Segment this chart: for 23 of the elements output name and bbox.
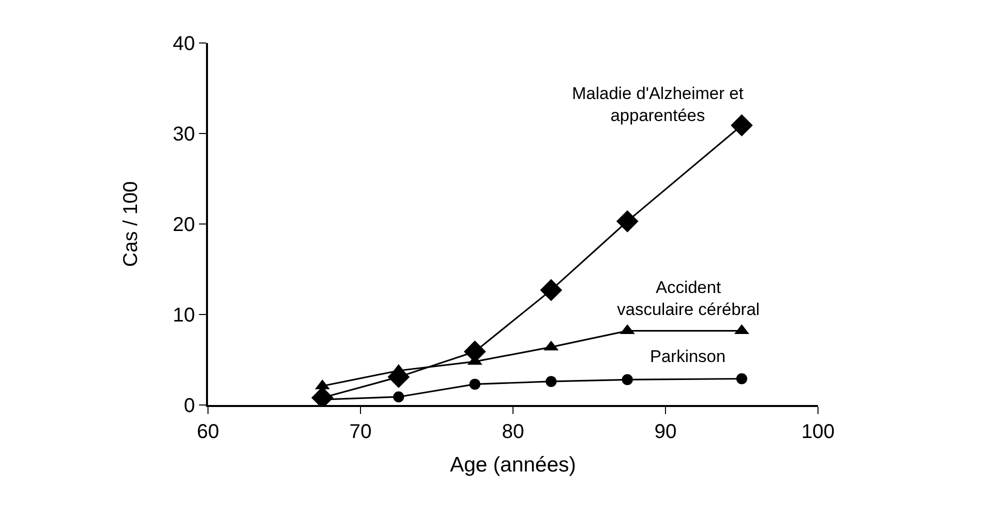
point: [546, 376, 557, 387]
series-label: Accident vasculaire cérébral: [617, 278, 760, 320]
y-tick-label: 10: [172, 304, 195, 326]
point: [393, 391, 404, 402]
y-tick-label: 20: [172, 214, 195, 236]
y-tick-label: 40: [172, 33, 195, 55]
x-tick-label: 90: [654, 421, 677, 443]
point: [469, 378, 480, 390]
y-tick-label: 30: [172, 124, 195, 146]
y-axis-title: Cas / 100: [120, 181, 142, 267]
x-tick-label: 100: [801, 421, 835, 443]
x-tick-label: 70: [349, 421, 372, 443]
series-label: Maladie d'Alzheimer et apparentées: [572, 84, 744, 126]
point: [616, 210, 638, 232]
x-axis-title: Age (années): [450, 454, 576, 477]
y-tick-label: 0: [184, 395, 195, 417]
point: [730, 114, 753, 136]
x-tick-label: 80: [502, 421, 524, 443]
point: [622, 374, 633, 386]
point: [540, 279, 562, 302]
series-label: Parkinson: [650, 347, 726, 366]
x-tick-label: 60: [196, 421, 220, 443]
point: [736, 373, 748, 384]
